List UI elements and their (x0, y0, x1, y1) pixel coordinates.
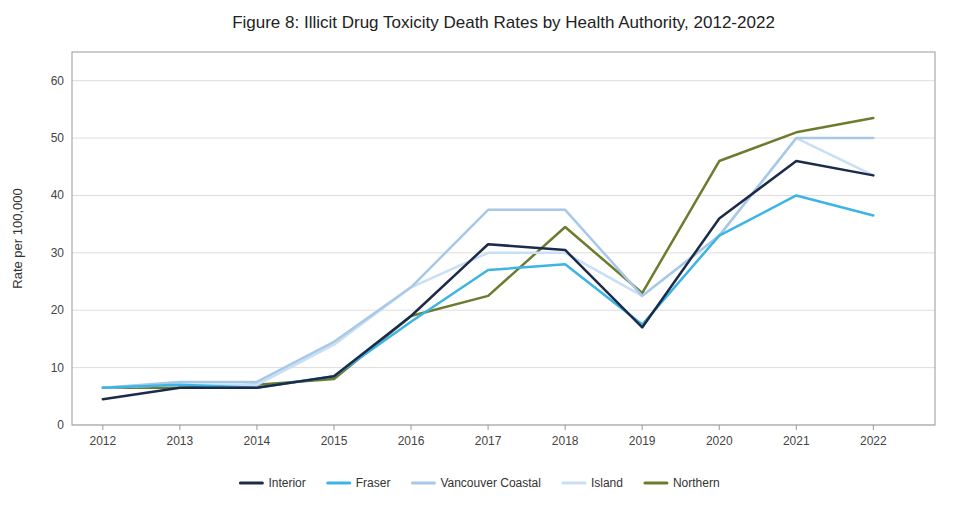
legend-label: Vancouver Coastal (440, 476, 541, 490)
title: Figure 8: Illicit Drug Toxicity Death Ra… (232, 13, 775, 32)
x-tick (411, 425, 412, 430)
legend-swatch (412, 482, 434, 485)
legend: Interior Fraser Vancouver Coastal Island Nor… (240, 476, 719, 490)
legend-swatch (328, 482, 350, 485)
series-line (103, 161, 874, 399)
legend-item: Island (563, 476, 623, 490)
x-tick-label: 2016 (398, 434, 425, 448)
x-tick-label: 2013 (167, 434, 194, 448)
lines (103, 118, 874, 399)
grid-line (72, 310, 935, 311)
y-tick-label: 50 (51, 131, 65, 145)
y-tick-label: 60 (51, 74, 65, 88)
legend-label: Interior (268, 476, 305, 490)
legend-item: Vancouver Coastal (412, 476, 541, 490)
legend-swatch (645, 482, 667, 485)
grid (72, 81, 935, 425)
legend-swatch (240, 482, 262, 485)
grid-line (72, 195, 935, 196)
x-tick-label: 2014 (244, 434, 271, 448)
x-tick (642, 425, 643, 430)
x-tick-label: 2017 (475, 434, 502, 448)
x-tick-label: 2020 (706, 434, 733, 448)
x-tick (565, 425, 566, 430)
y-tick-label: 30 (51, 246, 65, 260)
series-line (103, 118, 874, 388)
y-tick-label: 40 (51, 188, 65, 202)
x-tick (873, 425, 874, 430)
plot-frame (72, 52, 935, 425)
grid-line (72, 80, 935, 81)
y-tick-label: 20 (51, 303, 65, 317)
legend-label: Island (591, 476, 623, 490)
y-axis-label: Rate per 100,000 (10, 188, 25, 288)
y-tick-label: 10 (51, 361, 65, 375)
chart: Figure 8: Illicit Drug Toxicity Death Ra… (0, 0, 960, 515)
x-tick (796, 425, 797, 430)
series-line (103, 138, 874, 388)
x-tick-label: 2015 (321, 434, 348, 448)
legend-item: Northern (645, 476, 720, 490)
x-tick-label: 2019 (629, 434, 656, 448)
x-tick (488, 425, 489, 430)
x-tick-label: 2021 (783, 434, 810, 448)
x-tick (333, 425, 334, 430)
legend-label: Northern (673, 476, 720, 490)
legend-item: Interior (240, 476, 305, 490)
x-tick (256, 425, 257, 430)
series-line (103, 138, 874, 388)
y-tick-label: 0 (57, 418, 64, 432)
grid-line (72, 367, 935, 368)
x-tick (179, 425, 180, 430)
x-tick-label: 2012 (89, 434, 116, 448)
x-tick-label: 2022 (860, 434, 887, 448)
x-tick (102, 425, 103, 430)
x-tick (719, 425, 720, 430)
series-line (103, 195, 874, 387)
x-tick-label: 2018 (552, 434, 579, 448)
legend-swatch (563, 482, 585, 485)
legend-item: Fraser (328, 476, 391, 490)
legend-label: Fraser (356, 476, 391, 490)
